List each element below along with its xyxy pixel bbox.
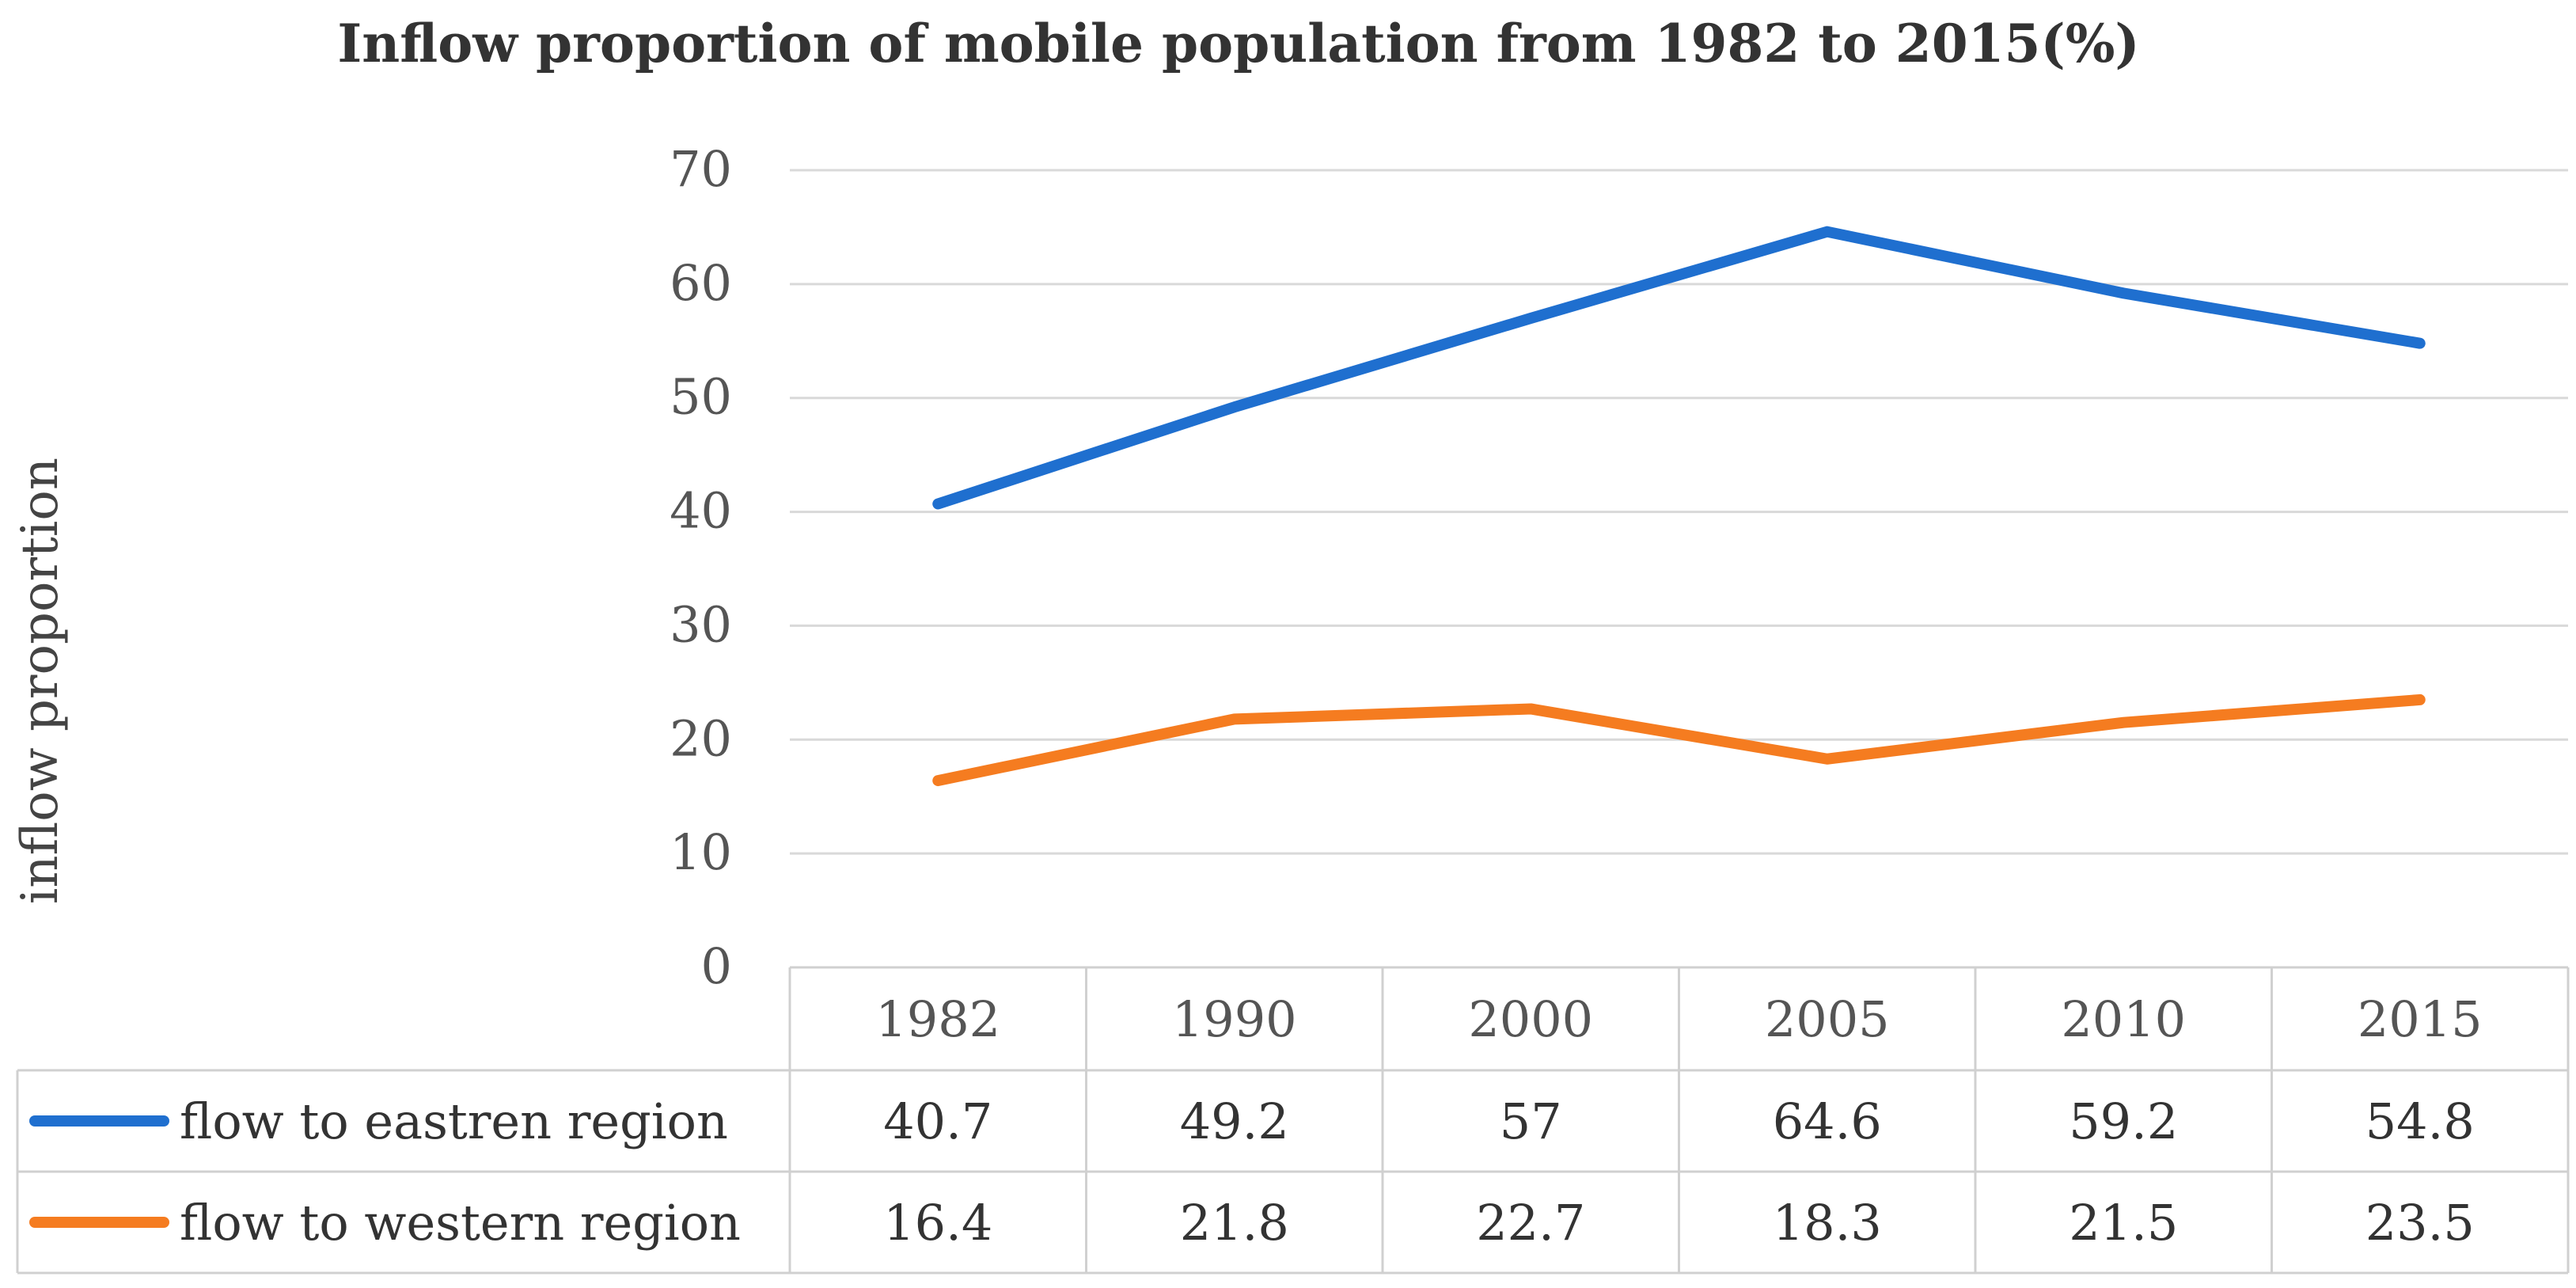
- legend-label: flow to western region: [180, 1194, 741, 1252]
- series-line: [932, 693, 2426, 787]
- data-table-value: 64.6: [1773, 1092, 1882, 1150]
- y-axis-label: inflow proportion: [11, 458, 70, 904]
- data-table-value: 23.5: [2365, 1194, 2475, 1252]
- x-category-label: 2015: [2358, 990, 2483, 1048]
- series-line: [932, 226, 2426, 510]
- data-table-value: 54.8: [2365, 1092, 2475, 1150]
- y-tick-label: 30: [670, 595, 732, 653]
- data-table-value: 21.5: [2069, 1194, 2178, 1252]
- y-tick-label: 20: [670, 709, 732, 767]
- data-table-value: 59.2: [2069, 1092, 2178, 1150]
- x-category-label: 2005: [1765, 990, 1890, 1048]
- y-tick-label: 10: [670, 823, 732, 881]
- x-category-label: 1982: [875, 990, 1000, 1048]
- y-axis-ticks: 0 10 20 30 40 50 60 70: [670, 140, 732, 995]
- series-lines: [932, 226, 2426, 787]
- y-tick-label: 0: [701, 937, 732, 995]
- y-tick-label: 40: [670, 482, 732, 540]
- data-table-value: 22.7: [1476, 1194, 1585, 1252]
- data-table-value: 57: [1500, 1092, 1562, 1150]
- gridlines: [790, 169, 2568, 855]
- legend-label: flow to eastren region: [180, 1092, 728, 1150]
- y-tick-label: 60: [670, 254, 732, 312]
- x-category-label: 1990: [1172, 990, 1297, 1048]
- data-table-value: 21.8: [1180, 1194, 1289, 1252]
- data-table: 1982 1990 2000 2005 2010 2015 flow to eastren …: [16, 966, 2570, 1275]
- data-table-value: 18.3: [1773, 1194, 1882, 1252]
- y-tick-label: 70: [670, 140, 732, 198]
- data-table-value: 49.2: [1180, 1092, 1289, 1150]
- x-category-label: 2010: [2061, 990, 2186, 1048]
- data-table-value: 40.7: [883, 1092, 992, 1150]
- data-table-value: 16.4: [883, 1194, 992, 1252]
- y-tick-label: 50: [670, 368, 732, 426]
- chart-title: Inflow proportion of mobile population f…: [337, 13, 2139, 74]
- x-category-label: 2000: [1468, 990, 1593, 1048]
